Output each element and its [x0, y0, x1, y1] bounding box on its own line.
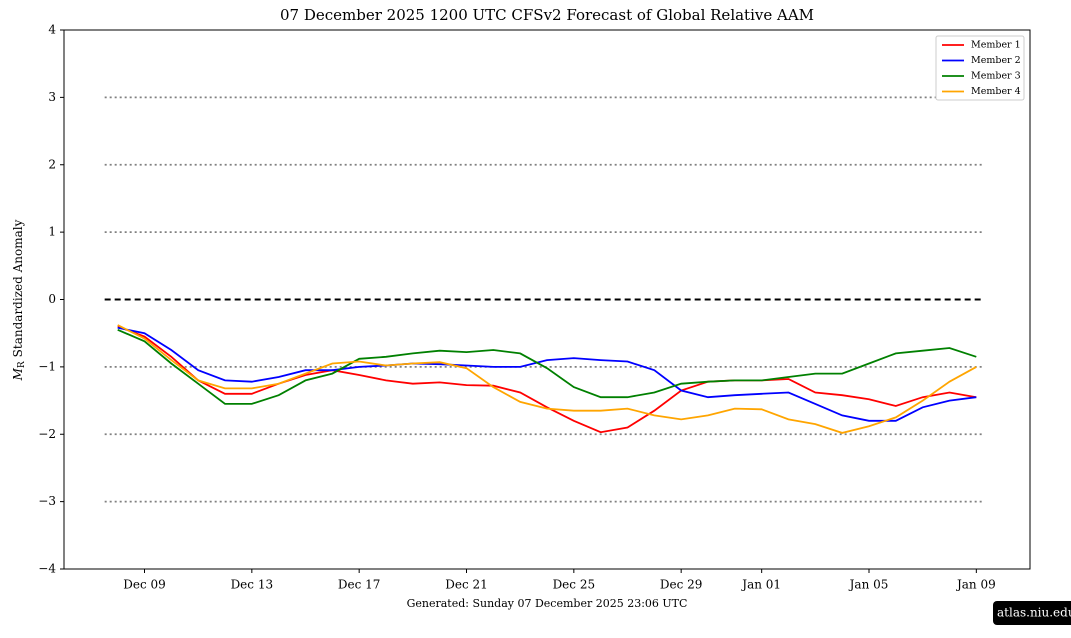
y-tick-label: −2 — [38, 427, 56, 441]
series-line — [117, 324, 977, 434]
y-tick-label: 0 — [48, 292, 56, 306]
chart-title: 07 December 2025 1200 UTC CFSv2 Forecast… — [280, 6, 814, 24]
x-tick-label: Dec 13 — [231, 578, 274, 592]
x-tick-label: Jan 05 — [848, 578, 889, 592]
x-tick-label: Dec 09 — [123, 578, 166, 592]
legend-label: Member 3 — [971, 71, 1021, 82]
y-tick-label: −3 — [38, 494, 56, 508]
legend-box — [935, 35, 1025, 101]
series-line — [117, 325, 977, 434]
y-label-subscript: R — [17, 361, 27, 368]
y-tick-label: 1 — [48, 225, 56, 239]
y-label-symbol: M — [11, 367, 25, 381]
footer: Generated: Sunday 07 December 2025 23:06… — [407, 597, 688, 610]
x-tick-label: Dec 25 — [553, 578, 596, 592]
y-tick-label: 2 — [48, 157, 56, 171]
y-tick-label: 3 — [48, 90, 56, 104]
x-tick-label: Jan 01 — [740, 578, 781, 592]
x-tick-label: Dec 17 — [338, 578, 381, 592]
y-tick-label: 4 — [48, 23, 56, 37]
legend-label: Member 1 — [971, 40, 1021, 51]
watermark-box — [993, 601, 1071, 625]
series-line — [117, 328, 977, 405]
watermark: atlas.niu.edu — [997, 606, 1071, 620]
plot-frame — [63, 29, 1031, 570]
x-tick-label: Dec 21 — [445, 578, 488, 592]
y-label-text: Standardized Anomaly — [11, 219, 25, 357]
x-tick-label: Jan 09 — [955, 578, 996, 592]
legend-label: Member 4 — [971, 86, 1021, 97]
x-tick-label: Dec 29 — [660, 578, 703, 592]
legend: Member 1 Member 2 Member 3 Member 4 — [935, 35, 1025, 101]
y-tick-label: −1 — [38, 359, 56, 373]
legend-label: Member 2 — [971, 55, 1021, 66]
y-axis-label: MR Standardized Anomaly — [11, 219, 27, 381]
y-tick-label: −4 — [38, 562, 56, 576]
series-line — [117, 326, 977, 422]
